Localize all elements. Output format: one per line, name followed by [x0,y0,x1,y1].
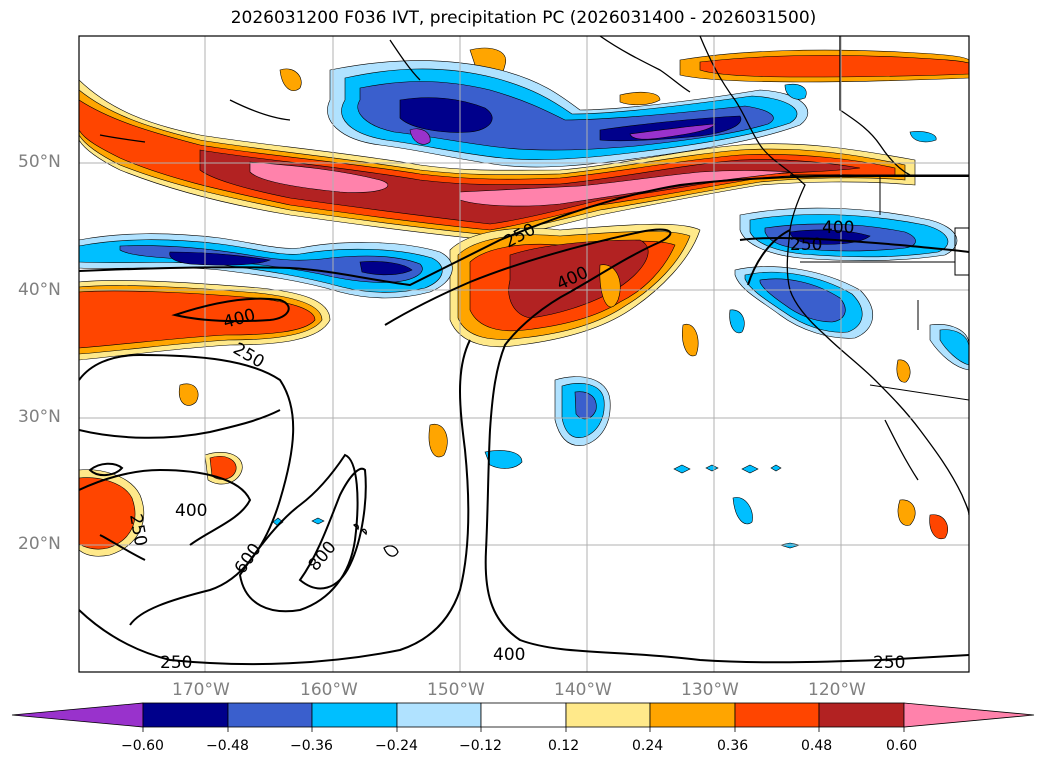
contour-label: 400 [822,218,854,238]
colorbar-tick-label: 0.48 [801,738,833,754]
colorbar-bin [311,702,398,728]
contour-label: 250 [160,653,192,673]
gridlines [79,36,969,672]
colorbar-bin [818,702,905,728]
plot-frame [78,35,970,673]
lon-label: 130°W [681,680,739,700]
colorbar-bin [396,702,482,728]
colorbar [11,702,1035,732]
colorbar-tick-label: 0.24 [632,738,664,754]
colorbar-bin [565,702,651,728]
colorbar-tick-label: −0.12 [459,738,502,754]
lat-label: 40°N [18,280,61,300]
colorbar-tick-label: 0.12 [548,738,580,754]
colorbar-tick-label: 0.60 [886,738,918,754]
colorbar-bin [734,702,820,728]
lat-label: 30°N [18,407,61,427]
lon-label: 120°W [808,680,866,700]
colorbar-bin [480,702,567,728]
precip-positive-band [79,47,969,557]
lon-label: 160°W [300,680,358,700]
ivt-contours [79,175,969,666]
precip-negative-band [79,60,969,549]
contour-label: 250 [790,235,822,255]
map-title: 2026031200 F036 IVT, precipitation PC (2… [230,8,817,28]
lat-label: 50°N [18,152,61,172]
colorbar-tick-label: −0.24 [375,738,418,754]
colorbar-tick-label: −0.36 [290,738,333,754]
colorbar-tick-label: −0.48 [206,738,249,754]
lon-label: 150°W [427,680,485,700]
contour-label: 400 [493,645,525,665]
colorbar-bin [227,702,313,728]
lon-label: 170°W [172,680,230,700]
colorbar-bin [649,702,736,728]
contour-label: 250 [873,653,905,673]
contour-label: 400 [175,501,207,521]
lat-label: 20°N [18,534,61,554]
colorbar-extend-low [11,702,144,728]
colorbar-tick-label: −0.60 [121,738,164,754]
colorbar-bin [142,702,229,728]
colorbar-extend-high [903,702,1035,728]
lon-label: 140°W [554,680,612,700]
colorbar-tick-label: 0.36 [717,738,749,754]
